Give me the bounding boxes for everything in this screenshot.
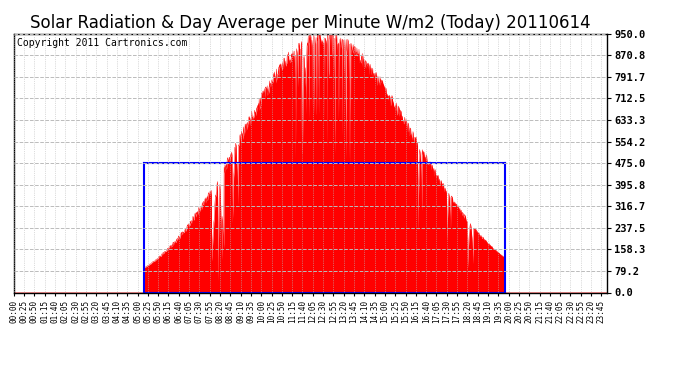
Title: Solar Radiation & Day Average per Minute W/m2 (Today) 20110614: Solar Radiation & Day Average per Minute…	[30, 14, 591, 32]
Text: Copyright 2011 Cartronics.com: Copyright 2011 Cartronics.com	[17, 38, 187, 48]
